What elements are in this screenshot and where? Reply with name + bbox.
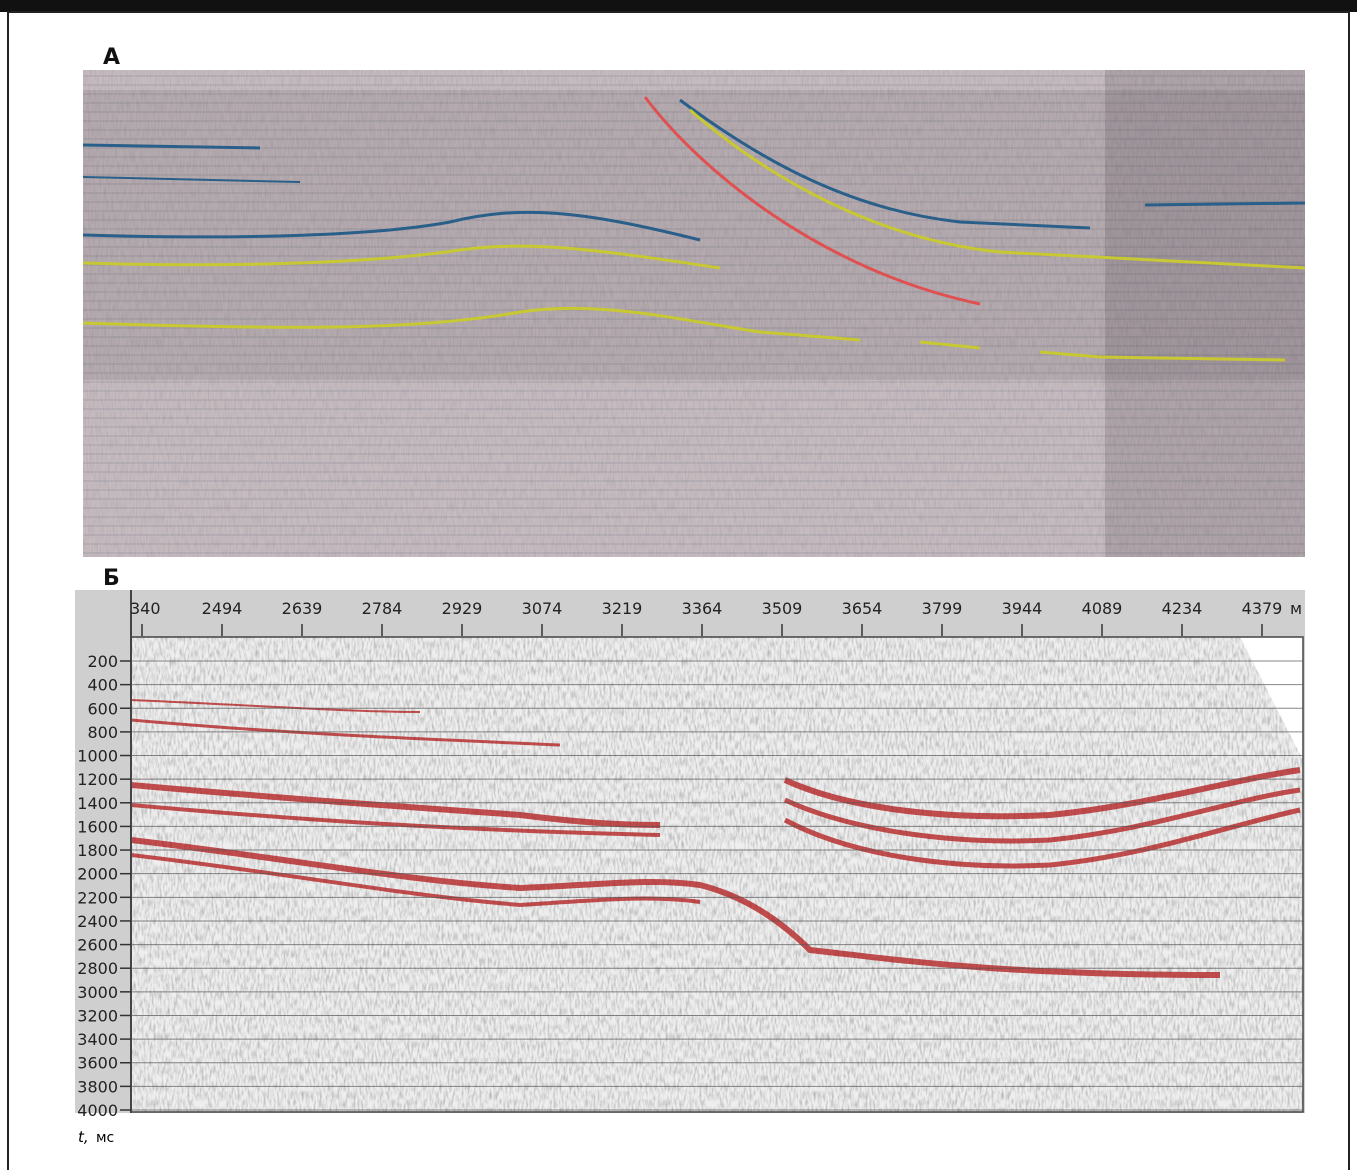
x-tick-label: 3654 bbox=[842, 599, 883, 618]
y-tick-label: 1000 bbox=[77, 747, 118, 766]
y-tick-label: 2800 bbox=[77, 959, 118, 978]
x-tick-label: 2639 bbox=[282, 599, 323, 618]
y-tick-label: 1600 bbox=[77, 817, 118, 836]
y-axis-unit: мс bbox=[96, 1130, 114, 1146]
x-tick-label: 2929 bbox=[442, 599, 483, 618]
y-tick-label: 1200 bbox=[77, 770, 118, 789]
x-tick-label: 4234 bbox=[1162, 599, 1203, 618]
y-tick-label: 800 bbox=[87, 723, 118, 742]
y-tick-label: 3000 bbox=[77, 983, 118, 1002]
seismic-section-a bbox=[82, 70, 1306, 557]
y-tick-label: 3400 bbox=[77, 1030, 118, 1049]
y-tick-label: 3600 bbox=[77, 1054, 118, 1073]
seismic-section-b bbox=[75, 590, 1305, 1113]
x-tick-label: 3509 bbox=[762, 599, 803, 618]
y-tick-label: 3800 bbox=[77, 1077, 118, 1096]
x-tick-label: 4089 bbox=[1082, 599, 1123, 618]
y-axis-symbol: t, bbox=[78, 1128, 89, 1146]
y-tick-label: 2000 bbox=[77, 865, 118, 884]
panel-label: Б bbox=[103, 566, 120, 591]
y-tick-label: 600 bbox=[87, 699, 118, 718]
x-tick-label: 3799 bbox=[922, 599, 963, 618]
x-tick-label: 3074 bbox=[522, 599, 563, 618]
x-tick-label: 3944 bbox=[1002, 599, 1043, 618]
top-bar bbox=[0, 0, 1357, 12]
x-tick-label: 4379 bbox=[1242, 599, 1283, 618]
x-tick-label: 3219 bbox=[602, 599, 643, 618]
x-tick-label: 2494 bbox=[202, 599, 243, 618]
y-tick-label: 2600 bbox=[77, 936, 118, 955]
y-tick-label: 1400 bbox=[77, 794, 118, 813]
x-tick-label: 3364 bbox=[682, 599, 723, 618]
y-tick-label: 400 bbox=[87, 676, 118, 695]
y-tick-label: 2400 bbox=[77, 912, 118, 931]
y-tick-label: 4000 bbox=[77, 1101, 118, 1120]
y-tick-label: 2200 bbox=[77, 888, 118, 907]
panel-label: А bbox=[103, 45, 120, 70]
x-axis-unit: м bbox=[1290, 599, 1302, 618]
x-tick-label: 2784 bbox=[362, 599, 403, 618]
y-tick-label: 200 bbox=[87, 652, 118, 671]
frame bbox=[7, 11, 1350, 1170]
y-tick-label: 1800 bbox=[77, 841, 118, 860]
x-tick-label: 340 bbox=[130, 599, 161, 618]
y-tick-label: 3200 bbox=[77, 1006, 118, 1025]
